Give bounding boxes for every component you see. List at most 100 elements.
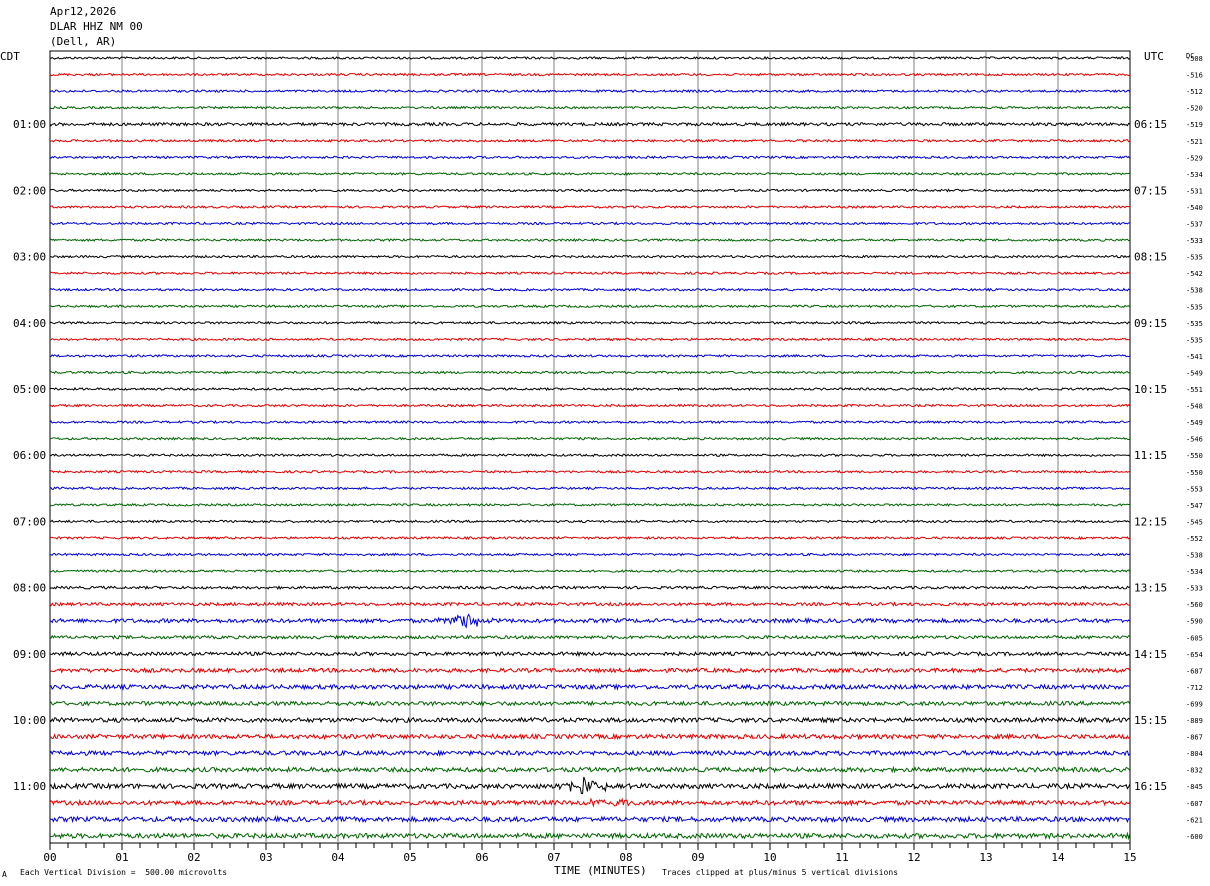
- left-time-label: 08:00: [13, 582, 46, 595]
- dc-offset-label: -845: [1186, 783, 1203, 791]
- trace-line: [49, 287, 1131, 292]
- x-tick-label: 01: [115, 851, 128, 864]
- trace-line: [49, 765, 1131, 774]
- trace-line: [49, 552, 1131, 557]
- dc-offset-label: -699: [1186, 700, 1203, 708]
- dc-offset-label: -520: [1186, 105, 1203, 113]
- trace-line: [50, 254, 1131, 259]
- trace-line: [49, 171, 1131, 176]
- dc-offset-label: -540: [1186, 204, 1203, 212]
- dc-offset-label: -550: [1186, 452, 1203, 460]
- header-station: DLAR HHZ NM 00: [50, 20, 143, 33]
- dc-offset-label: -542: [1186, 270, 1203, 278]
- dc-offset-label: -534: [1186, 568, 1203, 576]
- dc-offset-label: -551: [1186, 386, 1203, 394]
- trace-line: [49, 797, 1131, 808]
- dc-offset-label: -516: [1186, 72, 1203, 80]
- dc-offset-label: -712: [1186, 684, 1203, 692]
- trace-line: [49, 370, 1130, 375]
- dc-offset-label: -535: [1186, 336, 1203, 344]
- trace-line: [49, 667, 1131, 674]
- dc-offset-label: -687: [1186, 667, 1203, 675]
- right-time-label: 07:15: [1134, 184, 1167, 197]
- dc-offset-label: -590: [1186, 618, 1203, 626]
- trace-line: [49, 469, 1130, 474]
- x-axis: 00 01 02 03 04 05 06 07 08 09 10 11 12 13 14 15: [43, 843, 1137, 864]
- right-time-label: 13:15: [1134, 582, 1167, 595]
- x-tick-label: 14: [1051, 851, 1065, 864]
- trace-line: [49, 204, 1130, 209]
- left-time-label: 05:00: [13, 383, 46, 396]
- x-tick-label: 08: [619, 851, 632, 864]
- dc-offset-label: -552: [1186, 535, 1203, 543]
- dc-offset-label: -538: [1186, 287, 1203, 295]
- trace-line: [49, 105, 1130, 110]
- time-labels: -508 -516 -512 -520 -519 -521 -529 -534 -531 -540…: [13, 55, 1203, 841]
- trace-line: [49, 353, 1130, 358]
- trace-line: [49, 815, 1130, 824]
- x-tick-label: 02: [187, 851, 200, 864]
- trace-line: [49, 613, 1131, 629]
- trace-line: [49, 683, 1130, 691]
- trace-line: [49, 601, 1130, 607]
- dc-offset-label: -832: [1186, 767, 1203, 775]
- trace-line: [49, 419, 1130, 425]
- right-time-label: 08:15: [1134, 251, 1167, 264]
- plot-frame: [49, 50, 1131, 844]
- dc-label: DC: [1186, 52, 1194, 60]
- trace-line: [49, 386, 1131, 392]
- x-tick-label: 07: [547, 851, 560, 864]
- left-time-label: 01:00: [13, 118, 46, 131]
- dc-offset-label: -533: [1186, 585, 1203, 593]
- trace-line: [49, 238, 1131, 243]
- trace-line: [49, 749, 1131, 757]
- corner-mark: A: [2, 870, 7, 879]
- trace-line: [49, 337, 1130, 342]
- trace-line: [49, 700, 1131, 707]
- right-time-label: 06:15: [1134, 118, 1167, 131]
- dc-offset-label: -546: [1186, 436, 1203, 444]
- trace-line: [49, 716, 1131, 724]
- dc-offset-label: -521: [1186, 138, 1203, 146]
- dc-offset-label: -535: [1186, 254, 1203, 262]
- dc-offset-label: -535: [1186, 303, 1203, 311]
- right-time-label: 12:15: [1134, 515, 1167, 528]
- dc-offset-label: -512: [1186, 88, 1203, 96]
- x-tick-label: 04: [331, 851, 345, 864]
- x-tick-label: 10: [763, 851, 776, 864]
- x-tick-label: 15: [1123, 851, 1136, 864]
- x-tick-label: 11: [835, 851, 848, 864]
- clip-note: Traces clipped at plus/minus 5 vertical …: [662, 868, 899, 877]
- left-timezone-label: CDT: [0, 50, 20, 63]
- left-time-label: 06:00: [13, 449, 46, 462]
- dc-offset-label: -519: [1186, 121, 1203, 129]
- left-time-label: 11:00: [13, 780, 46, 793]
- dc-offset-label: -533: [1186, 237, 1203, 245]
- trace-line: [49, 486, 1130, 491]
- dc-offset-label: -537: [1186, 221, 1203, 229]
- left-time-label: 07:00: [13, 515, 46, 528]
- right-time-label: 16:15: [1134, 780, 1167, 793]
- dc-offset-label: -600: [1186, 833, 1203, 841]
- trace-line: [50, 519, 1131, 524]
- dc-offset-label: -560: [1186, 601, 1203, 609]
- x-tick-label: 09: [691, 851, 704, 864]
- dc-offset-label: -607: [1186, 800, 1203, 808]
- trace-line: [49, 453, 1131, 458]
- trace-line: [49, 138, 1131, 143]
- dc-offset-label: -621: [1186, 816, 1203, 824]
- trace-line: [49, 55, 1130, 60]
- x-tick-label: 06: [475, 851, 488, 864]
- dc-offset-label: -535: [1186, 320, 1203, 328]
- right-time-label: 09:15: [1134, 317, 1167, 330]
- x-tick-label: 00: [43, 851, 56, 864]
- dc-offset-label: -548: [1186, 403, 1203, 411]
- trace-line: [49, 221, 1130, 226]
- x-axis-title: TIME (MINUTES): [554, 864, 647, 877]
- trace-line: [49, 568, 1131, 574]
- trace-line: [49, 585, 1131, 590]
- dc-offset-label: -508: [1186, 55, 1203, 63]
- trace-line: [49, 155, 1131, 160]
- trace-line: [49, 403, 1131, 408]
- right-time-label: 14:15: [1134, 648, 1167, 661]
